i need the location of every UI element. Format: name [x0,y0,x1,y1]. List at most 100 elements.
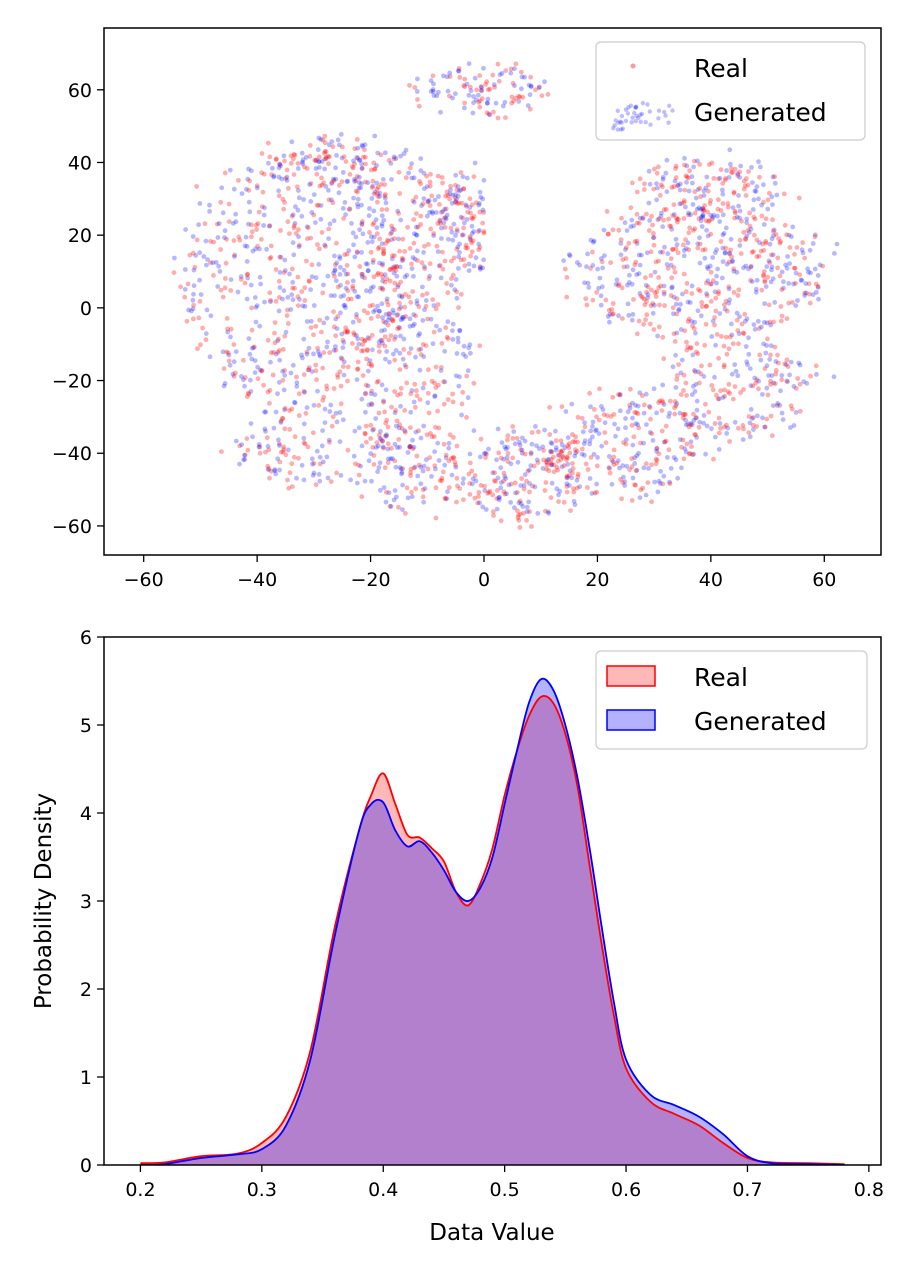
point-real [674,296,680,302]
point-real [672,399,678,404]
point-generated [308,287,313,292]
point-generated [353,234,359,240]
point-real [445,193,451,198]
point-generated [446,236,451,242]
point-generated [363,409,368,415]
point-generated [788,359,794,365]
point-real [620,257,626,262]
point-generated [759,202,764,208]
point-generated [371,208,377,214]
point-real [715,396,721,402]
point-generated [356,294,361,300]
point-real [302,285,308,291]
point-generated [346,248,352,254]
point-real [416,347,422,352]
point-real [587,390,592,396]
point-real [736,425,741,431]
point-real [470,216,476,222]
point-generated [418,156,424,162]
point-generated [275,391,280,397]
point-generated [493,100,499,106]
point-generated [744,316,750,322]
point-real [735,328,741,333]
point-generated [709,426,714,432]
point-generated [241,457,247,463]
point-real [392,287,398,293]
scatter-legend: Real Generated [595,41,866,141]
point-generated [585,251,590,257]
point-generated [245,275,251,281]
point-real [483,455,488,460]
point-generated [378,429,383,434]
point-real [796,195,802,201]
point-generated [205,257,210,262]
legend-marker-real [630,63,636,69]
point-real [672,405,677,411]
point-generated [307,182,312,187]
point-real [726,284,732,290]
point-real [409,261,414,267]
point-real [566,473,572,478]
point-generated [609,481,615,487]
point-real [398,385,404,391]
point-generated [777,403,783,408]
point-real [386,311,392,316]
point-real [570,466,576,471]
point-generated [456,383,462,389]
point-generated [702,255,708,261]
point-real [709,216,715,222]
point-generated [478,454,483,460]
point-generated [280,296,285,302]
point-real [222,170,228,176]
legend-patch-real [606,665,656,687]
point-real [735,173,741,178]
point-generated [320,459,326,465]
point-generated [454,229,460,234]
point-real [289,406,295,412]
point-real [221,366,227,371]
point-generated [233,219,239,225]
point-generated [466,268,472,274]
point-real [296,227,301,233]
point-generated [468,88,474,94]
point-real [340,337,346,343]
kde-xtick-label: 0.3 [247,1179,277,1201]
point-real [663,207,669,212]
point-generated [458,214,464,220]
point-real [554,465,560,470]
point-generated [431,81,436,87]
point-real [408,165,413,171]
point-real [267,387,273,393]
point-real [618,237,624,243]
point-generated [415,76,420,82]
scatter-xtick-label: 60 [812,569,836,591]
point-real [741,229,747,235]
point-real [757,174,762,180]
point-real [616,283,621,289]
point-generated [607,319,612,325]
point-generated [296,244,302,250]
point-generated [389,177,394,182]
point-real [371,426,377,432]
point-real [483,82,489,87]
point-generated [380,177,386,182]
point-real [762,279,768,285]
point-generated [577,262,583,268]
point-real [807,291,812,297]
point-real [268,298,273,303]
point-real [427,455,433,460]
point-generated [310,461,315,467]
point-generated [359,142,365,148]
point-generated [285,447,291,453]
point-generated [244,244,250,249]
point-generated [464,175,470,181]
point-generated [387,315,392,320]
point-generated [430,210,436,216]
point-real [272,320,278,325]
point-generated [565,461,571,467]
point-generated [650,438,656,443]
point-real [285,321,291,326]
point-real [348,296,354,302]
point-generated [442,348,448,354]
point-real [376,432,382,438]
